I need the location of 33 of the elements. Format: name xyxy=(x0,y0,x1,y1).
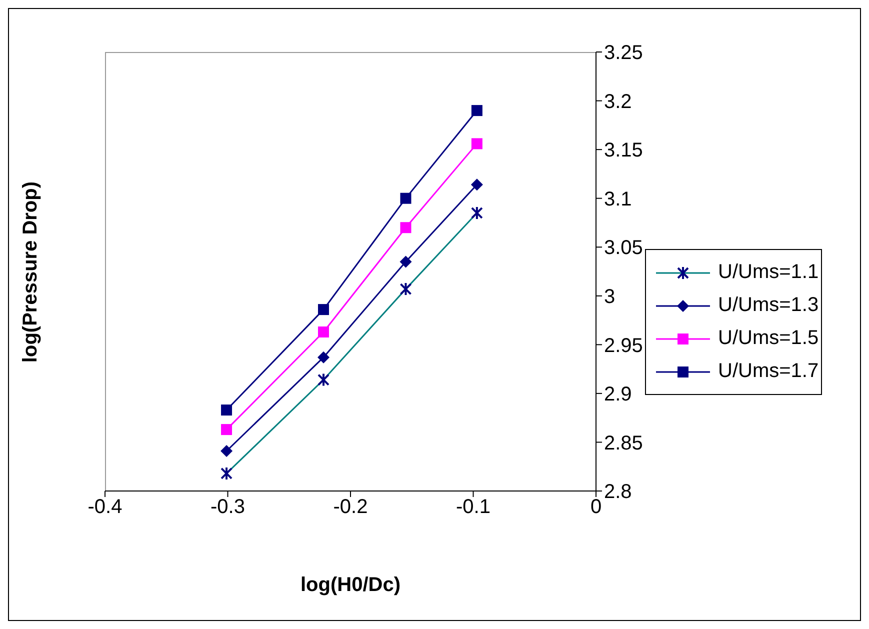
point xyxy=(470,178,483,191)
point xyxy=(471,138,482,150)
y-tick-label: 2.85 xyxy=(604,432,643,454)
point xyxy=(400,256,412,268)
point xyxy=(318,304,329,316)
x-tick-label: -0.2 xyxy=(333,496,368,518)
y-axis-title: log(Pressure Drop) xyxy=(20,180,42,362)
point xyxy=(400,222,412,234)
y-tick-label: 3.15 xyxy=(604,140,643,162)
y-tick-label: 3 xyxy=(604,286,616,308)
point xyxy=(318,326,329,338)
y-tick-label: 2.8 xyxy=(604,481,632,504)
x-tick-label: 0 xyxy=(590,496,602,518)
legend-label: U/Ums=1.3 xyxy=(718,294,819,317)
point xyxy=(471,105,482,116)
x-tick-label: -0.1 xyxy=(456,496,490,518)
point xyxy=(221,404,232,416)
point xyxy=(220,445,233,457)
x-tick-label: -0.4 xyxy=(88,496,122,518)
legend-label: U/Ums=1.1 xyxy=(718,261,819,284)
y-tick-label: 3.05 xyxy=(604,237,643,260)
y-tick-label: 3.2 xyxy=(604,90,632,113)
y-tick-label: 3.25 xyxy=(604,42,643,64)
legend-label: U/Ums=1.5 xyxy=(718,327,819,350)
x-axis-title: log(H0/Dc) xyxy=(300,574,400,596)
x-tick-label: -0.3 xyxy=(210,496,245,518)
point xyxy=(221,424,232,436)
y-tick-label: 2.95 xyxy=(604,334,643,357)
legend-label: U/Ums=1.7 xyxy=(718,360,819,383)
point xyxy=(317,351,330,364)
point xyxy=(400,192,412,204)
y-tick-label: 3.1 xyxy=(604,188,632,210)
y-tick-label: 2.9 xyxy=(604,384,632,406)
